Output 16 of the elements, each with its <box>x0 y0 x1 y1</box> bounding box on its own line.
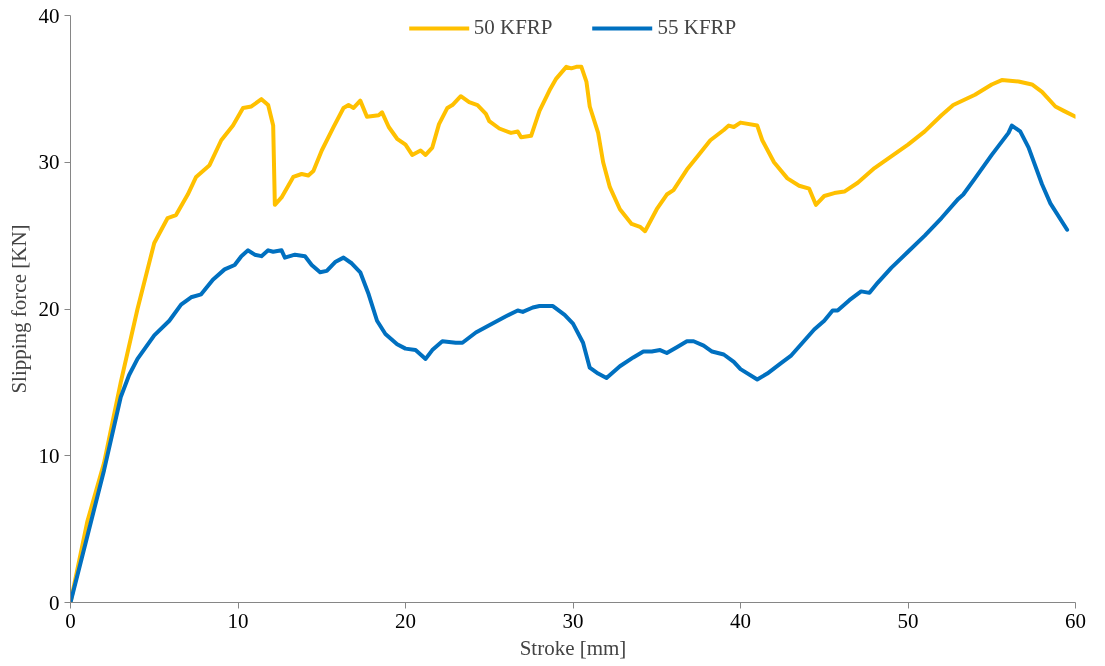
x-tick-label: 0 <box>65 608 76 633</box>
y-tick-label: 10 <box>38 443 60 468</box>
y-tick-label: 20 <box>38 297 60 321</box>
y-tick-label: 0 <box>49 590 60 615</box>
x-tick-label: 30 <box>562 608 584 633</box>
x-tick-label: 10 <box>227 608 249 633</box>
y-tick-label: 40 <box>38 3 60 28</box>
legend-label: 50 KFRP <box>473 15 553 40</box>
y-tick-label: 30 <box>38 150 60 175</box>
x-tick-label: 40 <box>730 608 751 633</box>
x-tick-label: 50 <box>897 608 919 633</box>
legend-label: 55 KFRP <box>657 15 737 40</box>
x-tick-label: 20 <box>395 608 416 633</box>
x-tick-label: 60 <box>1065 608 1086 633</box>
y-axis-title: Slipping force [KN] <box>6 224 31 394</box>
x-axis-title: Stroke [mm] <box>519 635 627 660</box>
